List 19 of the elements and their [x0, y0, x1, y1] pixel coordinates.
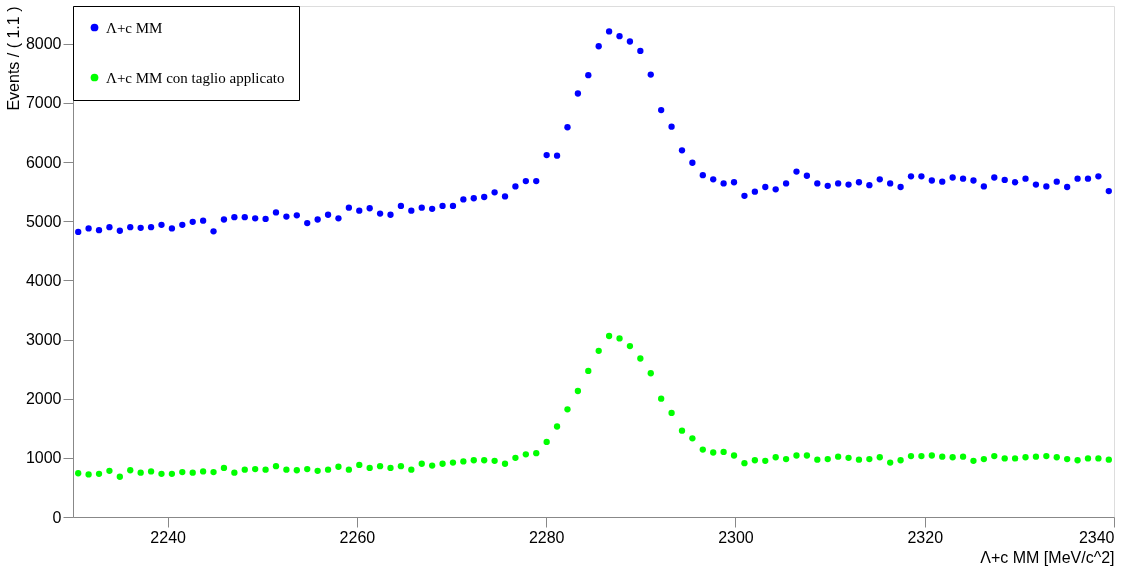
x-tick-label: 2260: [339, 528, 376, 546]
x-tick-label: 2240: [150, 528, 187, 546]
x-tick-label: 2280: [528, 528, 565, 546]
y-tick-label: 6000: [25, 153, 62, 171]
y-tick-label: 7000: [25, 94, 62, 112]
x-tick-label: 2300: [718, 528, 754, 546]
x-axis-title: Λ+c MM [MeV/c^2]: [980, 548, 1115, 566]
x-tick-label: 2340: [1078, 528, 1115, 546]
y-tick-label: 2000: [25, 390, 62, 408]
legend-label: Λ+c MM con taglio applicato: [106, 69, 285, 86]
y-tick-label: 0: [52, 508, 62, 526]
y-axis-title: Events / ( 1.1 ): [4, 6, 22, 111]
y-tick-label: 4000: [25, 271, 62, 289]
y-tick-label: 5000: [25, 212, 62, 230]
x-tick-label: 2320: [907, 528, 944, 546]
y-tick-label: 1000: [25, 449, 62, 467]
legend-label: Λ+c MM: [106, 19, 163, 36]
y-tick-label: 8000: [25, 35, 62, 53]
y-tick-label: 3000: [25, 331, 62, 349]
